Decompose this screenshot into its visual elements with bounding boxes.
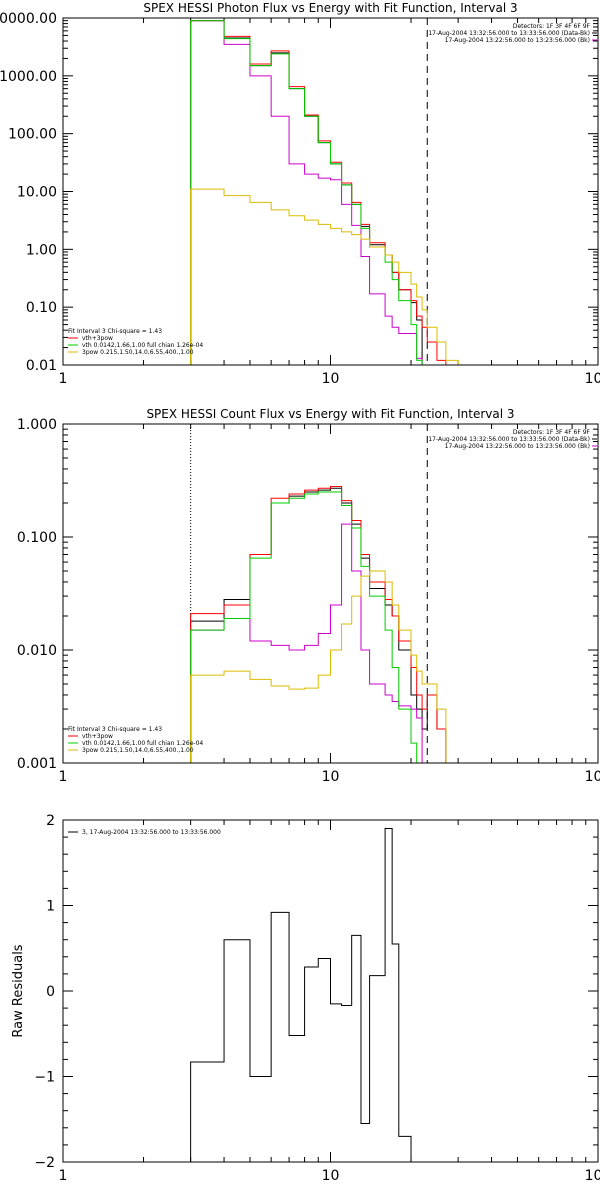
y-tick-label: −1 [34, 1070, 55, 1086]
legend-header: Fit Interval 3 Chi-square = 1.43 [68, 328, 162, 335]
legend-entry: vth 0.0142,1.66,1.00 full chian 1.26e-04 [82, 740, 203, 747]
info-line: Detectors: 1F 3F 4F 6F 9F [513, 429, 591, 436]
y-tick-label: 0 [46, 984, 55, 1000]
legend-entry: vth 0.0142,1.66,1.00 full chian 1.26e-04 [82, 342, 203, 349]
x-tick-label: 1 [59, 1168, 68, 1184]
info-line: 17-Aug-2004 13:22:56.000 to 13:23:56.000… [445, 443, 590, 450]
y-tick-label: 10000.00 [0, 11, 57, 27]
x-tick-label: 100 [585, 769, 600, 785]
series-vth-line [190, 20, 423, 365]
chart-panel-1: SPEX HESSI Photon Flux vs Energy with Fi… [0, 1, 600, 387]
legend-entry: 3, 17-Aug-2004 13:32:56.000 to 13:33:56.… [82, 829, 221, 836]
x-tick-label: 1 [59, 371, 68, 387]
legend-entry: vth+3pow [82, 335, 113, 342]
plot-frame [62, 819, 599, 1163]
series-data-bk-line [190, 487, 459, 763]
x-tick-label: 100 [585, 1168, 600, 1184]
series-vth-3pow-line [190, 485, 459, 763]
x-tick-label: 100 [585, 371, 600, 387]
legend-entry: 3pow 0.215,1.50,14.0,6.55,400.,1.00 [82, 349, 194, 356]
y-axis-label: Raw Residuals [11, 944, 26, 1037]
y-tick-label: −2 [34, 1155, 55, 1171]
legend: 3, 17-Aug-2004 13:32:56.000 to 13:33:56.… [68, 829, 221, 836]
y-tick-label: 1000.00 [0, 69, 57, 85]
series-vth-line [190, 491, 423, 763]
y-tick-label: 1 [46, 899, 55, 915]
y-tick-label: 100.00 [8, 127, 57, 143]
series-data-bk-line [190, 20, 428, 365]
series-bk-line [190, 20, 428, 365]
y-tick-label: 0.001 [17, 756, 57, 772]
x-tick-label: 10 [322, 769, 340, 785]
chart-title: SPEX HESSI Photon Flux vs Energy with Fi… [143, 1, 517, 15]
chart-panel-3: 1 10 100 −2 −1 0 1 2 Raw Residuals 3, 17-Aug-2004… [11, 813, 600, 1184]
series-3pow-line [190, 570, 459, 763]
chart-title: SPEX HESSI Count Flux vs Energy with Fit… [146, 407, 514, 421]
legend: Fit Interval 3 Chi-square = 1.43vth+3pow… [68, 726, 203, 754]
y-tick-label: 1.000 [17, 417, 57, 433]
chart-panel-2: SPEX HESSI Count Flux vs Energy with Fit… [17, 407, 600, 785]
x-tick-label: 1 [59, 769, 68, 785]
info-line: 17-Aug-2004 13:32:56.000 to 13:33:56.000… [428, 436, 590, 443]
series-3pow-line [190, 188, 459, 365]
y-tick-label: 0.010 [17, 643, 57, 659]
plot-frame [62, 17, 599, 366]
legend: Fit Interval 3 Chi-square = 1.43vth+3pow… [68, 328, 203, 356]
legend-header: Fit Interval 3 Chi-square = 1.43 [68, 726, 162, 733]
legend-entry: 3pow 0.215,1.50,14.0,6.55,400.,1.00 [82, 747, 194, 754]
info-line: 17-Aug-2004 13:22:56.000 to 13:23:56.000… [445, 37, 590, 44]
y-tick-label: 2 [46, 813, 55, 829]
y-tick-label: 1.00 [26, 242, 57, 258]
x-tick-label: 10 [322, 371, 340, 387]
info-line: Detectors: 1F 3F 4F 6F 9F [513, 23, 591, 30]
y-tick-label: 0.01 [26, 358, 57, 374]
series-residuals-line [190, 828, 412, 1162]
plot-frame [62, 423, 599, 764]
y-tick-label: 10.00 [17, 185, 57, 201]
series-bk-line [190, 523, 428, 763]
series-vth-3pow-line [190, 20, 459, 365]
y-tick-label: 0.100 [17, 530, 57, 546]
info-line: 17-Aug-2004 13:32:56.000 to 13:33:56.000… [428, 30, 590, 37]
legend-entry: vth+3pow [82, 733, 113, 740]
y-tick-label: 0.10 [26, 300, 57, 316]
x-tick-label: 10 [322, 1168, 340, 1184]
